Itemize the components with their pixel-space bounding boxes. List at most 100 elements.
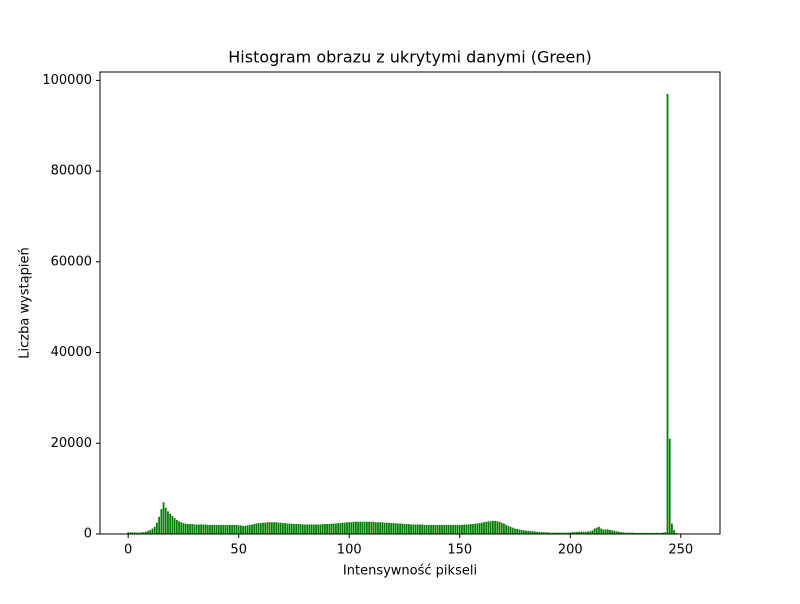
x-tick-label: 100 (337, 543, 362, 558)
bar (476, 523, 479, 534)
bar (410, 524, 412, 534)
bar (346, 522, 348, 534)
bar (301, 524, 304, 534)
bar (330, 523, 333, 534)
bar (629, 532, 631, 534)
bar (536, 531, 538, 534)
bar (441, 524, 443, 534)
bar (200, 524, 203, 534)
bar (140, 532, 143, 534)
bar (432, 524, 435, 534)
bar (458, 524, 461, 534)
y-tick-label: 100000 (42, 73, 92, 88)
bar (186, 524, 189, 534)
bar (215, 524, 218, 534)
bar (158, 516, 161, 534)
bar (233, 524, 236, 534)
bar (591, 530, 594, 534)
bar (226, 524, 229, 534)
bar (304, 524, 306, 534)
bar (270, 522, 273, 534)
bar (489, 521, 492, 534)
bar (392, 523, 395, 534)
bar (286, 523, 289, 534)
bar (569, 532, 572, 534)
bar (553, 532, 556, 534)
chart-title: Histogram obrazu z ukrytymi danymi (Gree… (228, 48, 591, 67)
bar (131, 532, 134, 534)
bar (202, 524, 205, 534)
bar (377, 522, 379, 534)
bar (242, 525, 245, 534)
bar (156, 522, 158, 534)
bar (297, 524, 300, 534)
bar (423, 524, 426, 534)
bar (171, 515, 174, 534)
bar (324, 524, 326, 534)
bar (326, 524, 328, 534)
bar (328, 524, 331, 534)
bar (222, 524, 225, 534)
bar (483, 522, 485, 534)
bar (412, 524, 415, 534)
bar (262, 522, 264, 534)
bar (430, 524, 432, 534)
bar (480, 522, 483, 534)
bar (587, 531, 589, 534)
bar (514, 528, 516, 534)
bar (606, 529, 609, 534)
bar (193, 524, 196, 534)
bar (339, 523, 342, 534)
bar (178, 521, 180, 534)
bar (427, 524, 430, 534)
bar (127, 532, 130, 534)
bar (284, 523, 286, 534)
bar (169, 513, 172, 534)
bar (167, 511, 169, 534)
bar (646, 532, 649, 534)
bar (653, 532, 656, 534)
bar (664, 532, 667, 534)
bar (609, 529, 611, 534)
bar (246, 525, 249, 534)
bar (584, 531, 587, 534)
bar (405, 524, 408, 534)
bar (385, 522, 388, 534)
bar (575, 531, 578, 534)
y-tick-label: 60000 (51, 254, 92, 269)
bar (419, 524, 421, 534)
y-tick-label: 80000 (51, 164, 92, 179)
bar (452, 524, 454, 534)
bar (648, 532, 651, 534)
bar (518, 529, 521, 534)
bar (370, 521, 373, 534)
bar (359, 521, 362, 534)
bar (438, 524, 441, 534)
bar (527, 530, 530, 534)
bar (383, 522, 386, 534)
bar (492, 520, 494, 534)
bar (496, 521, 499, 534)
bar (366, 521, 368, 534)
bar (133, 532, 136, 534)
bar (507, 525, 510, 534)
bar (381, 522, 384, 534)
axes-frame (99, 71, 721, 535)
bar (520, 529, 523, 534)
bar (662, 532, 664, 534)
bar (659, 532, 662, 534)
bar (671, 523, 673, 534)
bar (189, 524, 191, 534)
bar (231, 524, 233, 534)
bar (175, 519, 178, 534)
bar (595, 527, 598, 534)
bar (615, 531, 618, 534)
bar (522, 530, 525, 534)
bar (525, 530, 527, 534)
bar (465, 524, 468, 534)
bar (425, 524, 428, 534)
bar (248, 524, 251, 534)
bar (321, 524, 324, 534)
bar (589, 531, 592, 534)
